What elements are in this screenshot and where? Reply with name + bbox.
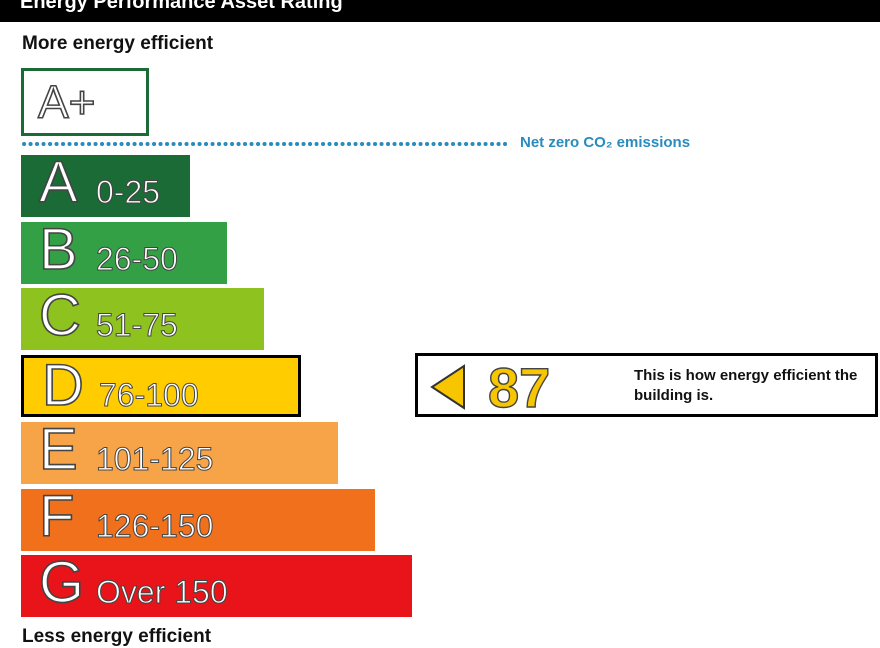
net-zero-dotted-line [22, 142, 512, 146]
rating-band-e: E 101-125 [21, 417, 338, 484]
rating-arrow-icon [430, 364, 465, 410]
band-letter: G [38, 550, 85, 615]
current-rating-description: This is how energy efficient the buildin… [634, 367, 858, 404]
band-letter: E [38, 417, 78, 482]
band-letter: A [38, 150, 78, 215]
rating-band-d: D 76-100 [21, 353, 301, 418]
band-range: 126-150 [95, 508, 214, 544]
a-plus-band: A+ [21, 68, 149, 136]
more-efficient-label: More energy efficient [22, 33, 214, 54]
less-efficient-label: Less energy efficient [22, 626, 212, 647]
band-letter: B [38, 217, 78, 282]
page-title: Energy Performance Asset Rating [20, 0, 343, 13]
band-range: 101-125 [95, 441, 214, 477]
net-zero-label: Net zero CO₂ emissions [520, 134, 691, 151]
rating-band-c: C 51-75 [21, 283, 264, 350]
a-plus-letter: A+ [37, 75, 96, 129]
rating-band-f: F 126-150 [21, 484, 375, 551]
current-rating-value: 87 [487, 355, 551, 419]
page-header: Energy Performance Asset Rating [0, 0, 880, 22]
rating-band-a: A 0-25 [21, 150, 190, 217]
band-letter: D [41, 353, 84, 418]
band-range: 51-75 [96, 307, 179, 343]
band-range: Over 150 [96, 574, 229, 610]
band-range: 76-100 [99, 377, 200, 413]
rating-band-g: G Over 150 [21, 550, 412, 617]
current-rating-indicator: 87 This is how energy efficient the buil… [415, 353, 878, 420]
rating-band-b: B 26-50 [21, 217, 227, 284]
band-range: 0-25 [95, 174, 161, 210]
band-letter: F [38, 484, 75, 549]
band-letter: C [38, 283, 81, 348]
band-range: 26-50 [96, 241, 179, 277]
